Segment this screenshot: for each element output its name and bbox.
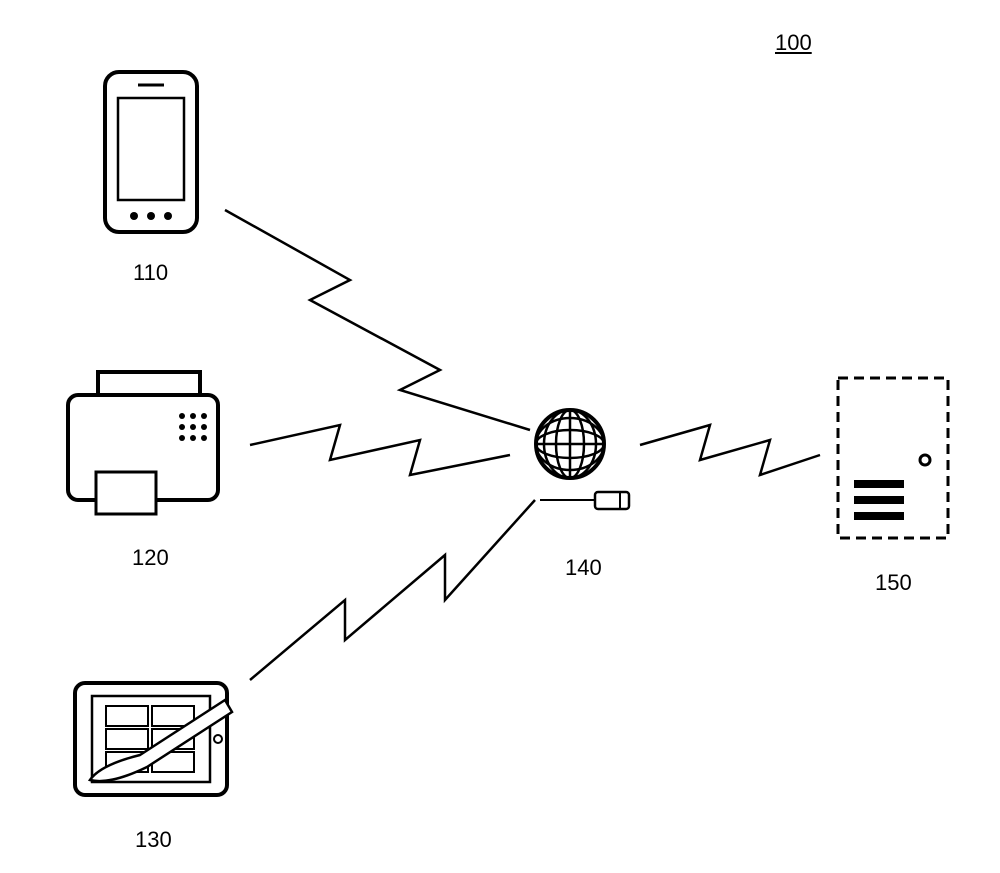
tablet-icon [75,683,232,795]
network-diagram [0,0,1000,873]
edges [225,210,820,680]
globe-icon [536,410,629,509]
node-label-140: 140 [565,555,602,581]
node-label-120: 120 [132,545,169,571]
server-icon [838,378,948,538]
printer-icon [68,372,218,514]
node-label-110: 110 [133,260,168,286]
smartphone-icon [105,72,197,232]
node-label-150: 150 [875,570,912,596]
node-label-130: 130 [135,827,172,853]
figure-number: 100 [775,30,812,56]
